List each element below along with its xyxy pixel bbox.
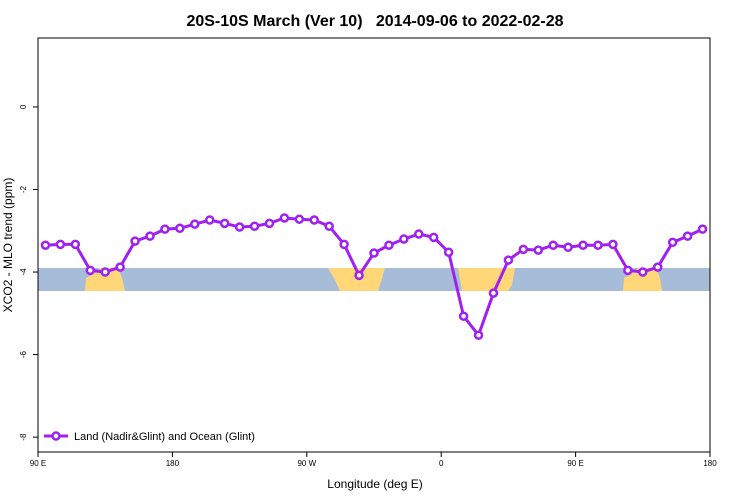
data-point bbox=[697, 224, 708, 234]
data-point bbox=[384, 240, 394, 250]
data-point bbox=[279, 213, 290, 223]
x-tick-label: 180 bbox=[166, 459, 180, 468]
data-point bbox=[55, 239, 66, 250]
data-point bbox=[234, 222, 245, 232]
data-point bbox=[130, 236, 140, 246]
x-tick-label: 180 bbox=[703, 459, 717, 468]
data-point bbox=[145, 231, 155, 241]
data-point bbox=[608, 239, 618, 250]
y-tick-label: -8 bbox=[19, 433, 28, 441]
data-point bbox=[324, 221, 334, 231]
data-point bbox=[190, 219, 200, 229]
legend-marker bbox=[51, 431, 61, 441]
data-point bbox=[175, 223, 185, 234]
data-point bbox=[638, 267, 648, 277]
data-point bbox=[294, 214, 305, 224]
data-point bbox=[533, 245, 544, 255]
data-point bbox=[623, 265, 633, 276]
y-axis-label: XCO2 - MLO trend (ppm) bbox=[1, 178, 15, 313]
data-point bbox=[160, 224, 170, 234]
data-point bbox=[339, 239, 349, 250]
data-point bbox=[40, 240, 51, 250]
data-point bbox=[399, 234, 409, 244]
data-point bbox=[473, 330, 484, 340]
data-point bbox=[518, 244, 529, 255]
data-point bbox=[682, 231, 693, 241]
data-point bbox=[458, 311, 469, 321]
plot-frame bbox=[37, 37, 711, 453]
y-tick-label: -2 bbox=[19, 185, 28, 193]
land-ocean-band bbox=[38, 268, 710, 291]
x-tick-label: 90 E bbox=[30, 459, 46, 468]
data-point bbox=[652, 262, 663, 272]
data-point bbox=[309, 215, 320, 225]
data-point bbox=[115, 262, 125, 272]
x-tick-label: 0 bbox=[439, 459, 444, 468]
data-point bbox=[354, 270, 364, 281]
x-axis-label: Longitude (deg E) bbox=[327, 477, 422, 491]
data-point bbox=[563, 242, 573, 253]
data-point bbox=[249, 221, 260, 231]
data-point bbox=[593, 240, 603, 250]
data-point bbox=[488, 288, 499, 298]
data-point bbox=[428, 232, 439, 243]
y-tick-label: -4 bbox=[19, 268, 28, 276]
data-point bbox=[264, 218, 275, 229]
data-point bbox=[204, 215, 215, 225]
data-point bbox=[70, 239, 81, 250]
y-tick-label: -6 bbox=[19, 350, 28, 358]
data-point bbox=[548, 240, 558, 250]
data-point bbox=[414, 229, 424, 239]
data-point bbox=[443, 247, 454, 257]
data-point bbox=[578, 240, 588, 250]
data-point bbox=[503, 255, 514, 265]
y-tick-label: 0 bbox=[19, 104, 28, 109]
data-point bbox=[219, 218, 230, 229]
x-tick-label: 90 E bbox=[567, 459, 583, 468]
data-point bbox=[100, 267, 110, 277]
data-point bbox=[369, 248, 379, 258]
legend-label: Land (Nadir&Glint) and Ocean (Glint) bbox=[74, 431, 255, 443]
x-tick-label: 90 W bbox=[297, 459, 316, 468]
data-point bbox=[85, 265, 96, 276]
data-point bbox=[667, 237, 678, 248]
chart-title: 20S-10S March (Ver 10) 2014-09-06 to 202… bbox=[186, 13, 563, 30]
